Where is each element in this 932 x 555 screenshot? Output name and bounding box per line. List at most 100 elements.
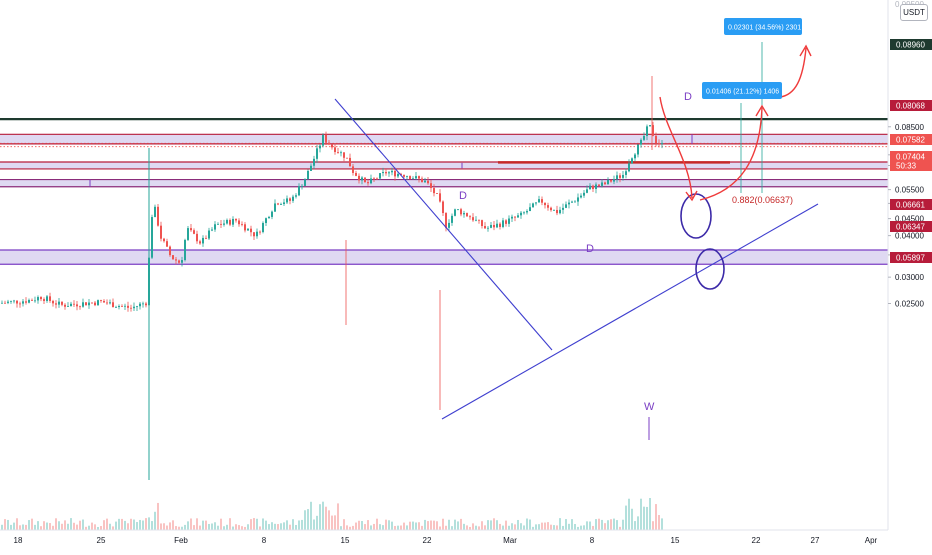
- candle[interactable]: [634, 153, 636, 162]
- candle[interactable]: [571, 200, 573, 204]
- candle[interactable]: [526, 209, 528, 215]
- candle[interactable]: [250, 225, 252, 237]
- projection-arrow[interactable]: [779, 47, 807, 98]
- projection-arrow[interactable]: [699, 107, 763, 201]
- candle[interactable]: [94, 301, 96, 307]
- candle[interactable]: [538, 195, 540, 203]
- candle[interactable]: [391, 167, 393, 176]
- candle[interactable]: [343, 152, 345, 162]
- candle[interactable]: [319, 143, 321, 153]
- candle[interactable]: [301, 183, 303, 190]
- candle[interactable]: [58, 297, 60, 308]
- candle[interactable]: [595, 182, 597, 194]
- candle[interactable]: [73, 300, 75, 307]
- candle[interactable]: [259, 230, 261, 235]
- candle[interactable]: [283, 198, 285, 207]
- candle[interactable]: [226, 218, 228, 225]
- candle[interactable]: [160, 221, 162, 242]
- support-zone[interactable]: [0, 179, 888, 187]
- candle[interactable]: [286, 195, 288, 204]
- candle[interactable]: [613, 175, 615, 185]
- candle[interactable]: [424, 177, 426, 183]
- candle[interactable]: [352, 163, 354, 176]
- candle[interactable]: [247, 228, 249, 231]
- candle[interactable]: [163, 237, 165, 243]
- candle[interactable]: [559, 206, 561, 215]
- candle[interactable]: [43, 297, 45, 304]
- candle[interactable]: [13, 299, 15, 304]
- candle[interactable]: [1, 300, 3, 304]
- candle[interactable]: [133, 302, 135, 311]
- candle[interactable]: [493, 220, 495, 231]
- candle[interactable]: [442, 200, 444, 216]
- candle[interactable]: [295, 193, 297, 199]
- measure-label-box[interactable]: [724, 18, 802, 35]
- candle[interactable]: [217, 222, 219, 225]
- candle[interactable]: [67, 302, 69, 307]
- price-label[interactable]: [890, 221, 932, 232]
- price-label[interactable]: [890, 39, 932, 50]
- candle[interactable]: [331, 144, 333, 150]
- candle[interactable]: [139, 302, 141, 310]
- candle[interactable]: [532, 202, 534, 208]
- candle[interactable]: [469, 215, 471, 220]
- candle[interactable]: [265, 217, 267, 226]
- candle[interactable]: [175, 256, 177, 265]
- candle[interactable]: [361, 176, 363, 185]
- candle[interactable]: [277, 202, 279, 206]
- candle[interactable]: [238, 218, 240, 227]
- candle[interactable]: [622, 170, 624, 181]
- candle[interactable]: [565, 201, 567, 209]
- candle[interactable]: [427, 176, 429, 185]
- candle[interactable]: [466, 212, 468, 217]
- candle[interactable]: [439, 189, 441, 203]
- candle[interactable]: [568, 199, 570, 209]
- candle[interactable]: [358, 173, 360, 184]
- candle[interactable]: [370, 174, 372, 185]
- currency-badge[interactable]: USDT: [900, 4, 928, 21]
- candle[interactable]: [316, 144, 318, 163]
- time-axis[interactable]: 18 25 Feb 8 15 22 Mar 8 15 22 27 Apr: [0, 529, 888, 545]
- candle[interactable]: [271, 210, 273, 220]
- candle[interactable]: [130, 304, 132, 312]
- candle[interactable]: [412, 176, 414, 180]
- candle[interactable]: [97, 299, 99, 306]
- candle[interactable]: [211, 227, 213, 232]
- candle[interactable]: [394, 167, 396, 181]
- candle[interactable]: [169, 245, 171, 257]
- candle[interactable]: [289, 197, 291, 205]
- candle[interactable]: [313, 155, 315, 170]
- candle[interactable]: [589, 183, 591, 190]
- candle[interactable]: [436, 193, 438, 194]
- candle[interactable]: [499, 222, 501, 230]
- highlight-circle[interactable]: [680, 193, 712, 239]
- candle[interactable]: [457, 209, 459, 211]
- candle[interactable]: [349, 153, 351, 167]
- price-axis[interactable]: 0.025000.030000.035000.040000.045000.050…: [887, 0, 932, 530]
- candle[interactable]: [631, 157, 633, 165]
- candle[interactable]: [574, 200, 576, 203]
- candle[interactable]: [7, 299, 9, 305]
- candle[interactable]: [124, 303, 126, 311]
- candle[interactable]: [625, 168, 627, 179]
- candle[interactable]: [82, 298, 84, 308]
- candle[interactable]: [262, 221, 264, 234]
- candle[interactable]: [121, 304, 123, 307]
- candle[interactable]: [508, 215, 510, 227]
- candle[interactable]: [601, 178, 603, 188]
- candle[interactable]: [379, 173, 381, 180]
- candle[interactable]: [388, 171, 390, 177]
- candle[interactable]: [22, 298, 24, 307]
- candle[interactable]: [415, 172, 417, 181]
- candle[interactable]: [385, 169, 387, 176]
- candle[interactable]: [523, 211, 525, 215]
- candle[interactable]: [382, 167, 384, 177]
- candle[interactable]: [202, 235, 204, 247]
- candle[interactable]: [157, 203, 159, 227]
- candle[interactable]: [505, 219, 507, 227]
- candle[interactable]: [46, 294, 48, 303]
- candle[interactable]: [502, 217, 504, 229]
- candle[interactable]: [550, 206, 552, 212]
- candle[interactable]: [397, 172, 399, 179]
